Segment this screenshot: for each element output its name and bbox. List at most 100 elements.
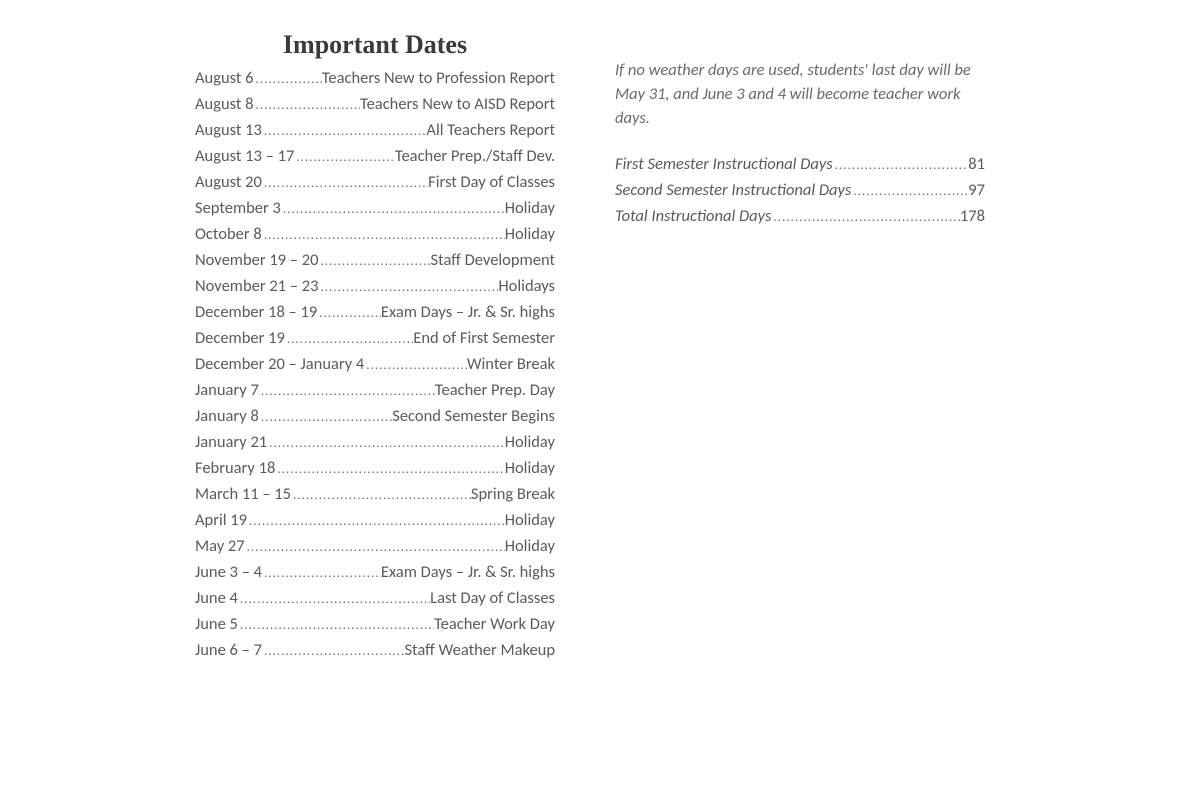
event-label: Holiday (505, 534, 555, 559)
event-label: Teachers New to Profession Report (322, 66, 555, 91)
date-row: November 21 – 23........................… (195, 274, 555, 300)
event-label: Last Day of Classes (430, 586, 555, 611)
date-label: August 13 – 17 (195, 144, 294, 169)
event-label: Second Semester Begins (392, 404, 555, 429)
left-column: Important Dates August 6................… (195, 30, 555, 664)
date-row: March 11 – 15...........................… (195, 482, 555, 508)
date-label: September 3 (195, 196, 281, 221)
date-row: December 18 – 19........................… (195, 300, 555, 326)
date-label: December 19 (195, 326, 285, 351)
date-label: March 11 – 15 (195, 482, 291, 507)
event-label: Holiday (505, 456, 555, 481)
event-label: Exam Days – Jr. & Sr. highs (381, 560, 555, 585)
date-row: January 21..............................… (195, 430, 555, 456)
event-label: Teachers New to AISD Report (360, 92, 555, 117)
dot-leader: ........................................… (247, 509, 505, 534)
event-label: First Day of Classes (428, 170, 555, 195)
event-label: Holiday (505, 222, 555, 247)
date-label: June 6 – 7 (195, 638, 262, 663)
date-label: June 5 (195, 612, 238, 637)
dot-leader: ........................................… (262, 561, 381, 586)
date-row: June 4..................................… (195, 586, 555, 612)
event-label: Teacher Prep./Staff Dev. (395, 144, 555, 169)
event-label: Holiday (505, 508, 555, 533)
stat-row: Second Semester Instructional Days......… (615, 178, 985, 204)
dot-leader: ........................................… (291, 483, 471, 508)
date-label: August 6 (195, 66, 254, 91)
date-row: February 18.............................… (195, 456, 555, 482)
dot-leader: ........................................… (851, 179, 968, 204)
dot-leader: ........................................… (294, 145, 395, 170)
event-label: Staff Weather Makeup (404, 638, 555, 663)
date-row: June 5..................................… (195, 612, 555, 638)
stat-value: 178 (960, 204, 985, 229)
dot-leader: ........................................… (317, 301, 381, 326)
date-row: January 8...............................… (195, 404, 555, 430)
dot-leader: ........................................… (262, 639, 405, 664)
event-label: Staff Development (431, 248, 555, 273)
dot-leader: ........................................… (245, 535, 505, 560)
event-label: Spring Break (471, 482, 555, 507)
date-label: November 21 – 23 (195, 274, 318, 299)
dot-leader: ........................................… (262, 119, 427, 144)
date-label: August 13 (195, 118, 262, 143)
stat-value: 81 (968, 152, 985, 177)
date-label: June 4 (195, 586, 238, 611)
page: Important Dates August 6................… (0, 30, 1193, 664)
date-label: June 3 – 4 (195, 560, 262, 585)
right-column: If no weather days are used, students' l… (615, 30, 985, 664)
date-row: August 13...............................… (195, 118, 555, 144)
date-row: January 7...............................… (195, 378, 555, 404)
dot-leader: ........................................… (267, 431, 505, 456)
date-label: November 19 – 20 (195, 248, 318, 273)
dot-leader: ........................................… (259, 405, 392, 430)
date-label: December 18 – 19 (195, 300, 317, 325)
date-row: April 19................................… (195, 508, 555, 534)
dot-leader: ........................................… (238, 587, 430, 612)
dot-leader: ........................................… (833, 153, 969, 178)
date-row: August 6................................… (195, 66, 555, 92)
dot-leader: ........................................… (254, 93, 360, 118)
date-label: January 8 (195, 404, 259, 429)
stats-list: First Semester Instructional Days.......… (615, 152, 985, 230)
event-label: Exam Days – Jr. & Sr. highs (381, 300, 555, 325)
stat-label: First Semester Instructional Days (615, 152, 833, 177)
date-label: January 7 (195, 378, 259, 403)
dot-leader: ........................................… (262, 223, 505, 248)
date-row: August 20...............................… (195, 170, 555, 196)
dot-leader: ........................................… (318, 275, 498, 300)
date-row: May 27..................................… (195, 534, 555, 560)
event-label: Holiday (505, 430, 555, 455)
dot-leader: ........................................… (364, 353, 467, 378)
date-row: August 8................................… (195, 92, 555, 118)
event-label: Teacher Work Day (434, 612, 555, 637)
date-row: September 3.............................… (195, 196, 555, 222)
weather-note: If no weather days are used, students' l… (615, 58, 985, 130)
stat-label: Second Semester Instructional Days (615, 178, 851, 203)
dot-leader: ........................................… (318, 249, 430, 274)
dot-leader: ........................................… (238, 613, 434, 638)
date-label: October 8 (195, 222, 262, 247)
date-row: October 8...............................… (195, 222, 555, 248)
date-row: June 6 – 7..............................… (195, 638, 555, 664)
page-title: Important Dates (195, 30, 555, 60)
stat-row: Total Instructional Days................… (615, 204, 985, 230)
event-label: Teacher Prep. Day (435, 378, 555, 403)
date-row: August 13 – 17..........................… (195, 144, 555, 170)
dot-leader: ........................................… (275, 457, 504, 482)
event-label: Holiday (505, 196, 555, 221)
date-label: December 20 – January 4 (195, 352, 364, 377)
date-row: December 20 – January 4.................… (195, 352, 555, 378)
event-label: Holidays (498, 274, 555, 299)
dot-leader: ........................................… (771, 205, 960, 230)
stat-label: Total Instructional Days (615, 204, 771, 229)
date-row: December 19.............................… (195, 326, 555, 352)
event-label: All Teachers Report (426, 118, 555, 143)
event-label: End of First Semester (413, 326, 555, 351)
dates-list: August 6................................… (195, 66, 555, 664)
stat-row: First Semester Instructional Days.......… (615, 152, 985, 178)
date-row: November 19 – 20........................… (195, 248, 555, 274)
date-label: August 20 (195, 170, 262, 195)
date-label: May 27 (195, 534, 245, 559)
dot-leader: ........................................… (259, 379, 435, 404)
